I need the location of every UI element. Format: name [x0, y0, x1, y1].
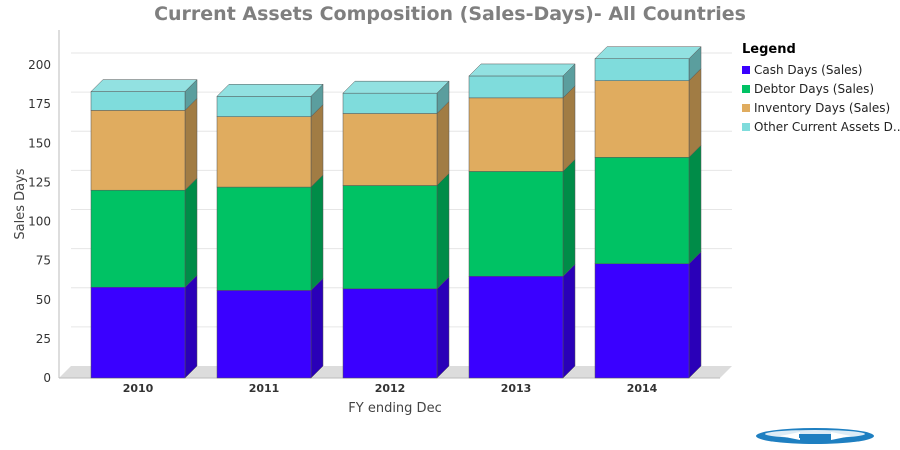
x-tick-label: 2014 — [627, 382, 658, 395]
bar-segment — [216, 116, 312, 188]
legend-swatch — [742, 103, 750, 112]
bar-top-face — [216, 84, 324, 97]
bar-top-face — [468, 63, 576, 77]
y-tick-label: 25 — [36, 332, 51, 346]
y-tick-label: 150 — [28, 136, 51, 150]
bar-side-face — [688, 144, 702, 265]
bar-top-face — [594, 46, 702, 59]
bar-segment — [594, 157, 690, 265]
legend-item[interactable]: Debtor Days (Sales) — [742, 79, 900, 98]
bar-segment — [90, 189, 186, 288]
x-axis-title: FY ending Dec — [348, 401, 441, 416]
legend-item[interactable]: Other Current Assets D... — [742, 117, 900, 136]
legend-swatch — [742, 65, 750, 74]
bar-side-face — [184, 97, 198, 191]
y-tick-label: 50 — [36, 293, 51, 307]
legend-item[interactable]: Cash Days (Sales) — [742, 60, 900, 79]
bar-side-face — [562, 263, 576, 379]
bar-segment — [342, 92, 438, 114]
bar-segment — [594, 80, 690, 158]
x-tick-label: 2013 — [501, 382, 532, 395]
bar-side-face — [310, 104, 324, 188]
bars-layer — [90, 46, 702, 379]
bar-segment — [90, 286, 186, 379]
y-tick-label: 125 — [28, 175, 51, 189]
y-tick-label: 200 — [28, 58, 51, 72]
bar-side-face — [310, 277, 324, 379]
y-tick-label: 0 — [43, 371, 51, 385]
y-tick-label: 175 — [28, 97, 51, 111]
legend-swatch — [742, 84, 750, 93]
bar-segment — [90, 91, 186, 111]
bar-segment — [468, 171, 564, 277]
y-axis-title: Sales Days — [13, 168, 28, 239]
bar-segment — [216, 96, 312, 117]
legend-label: Cash Days (Sales) — [754, 62, 863, 77]
bar-top-face — [342, 80, 450, 94]
bar-segment — [468, 276, 564, 379]
y-tick-label: 75 — [36, 254, 51, 268]
legend-swatch — [742, 122, 750, 131]
legend-items: Cash Days (Sales) Debtor Days (Sales) Inve… — [742, 60, 900, 136]
legend: Legend Cash Days (Sales) Debtor Days (Sal… — [742, 42, 900, 136]
legend-label: Other Current Assets D... — [754, 119, 900, 134]
chart-title: Current Assets Composition (Sales-Days)-… — [154, 3, 746, 25]
bar-segment — [216, 290, 312, 379]
bar-segment — [342, 288, 438, 379]
legend-title: Legend — [742, 42, 796, 57]
bar-segment — [342, 113, 438, 186]
bar-segment — [342, 185, 438, 290]
bar-segment — [90, 110, 186, 191]
bar-side-face — [310, 174, 324, 291]
x-tick-label: 2012 — [375, 382, 406, 395]
bar-side-face — [688, 68, 702, 158]
x-tick-label: 2011 — [249, 382, 280, 395]
bar-side-face — [436, 276, 450, 379]
brand-logo-icon — [756, 428, 874, 444]
labels-layer: 0 25 50 75 100 125 150 175 200 2010 2011 2012 2013 20… — [28, 58, 658, 395]
bar-segment — [594, 58, 690, 81]
bar-side-face — [436, 100, 450, 187]
bar-segment — [594, 263, 690, 379]
bar-segment — [216, 186, 312, 291]
y-tick-label: 100 — [28, 215, 51, 229]
bar-side-face — [184, 177, 198, 288]
x-tick-label: 2010 — [123, 382, 154, 395]
bar-side-face — [184, 274, 198, 379]
bar-side-face — [562, 85, 576, 173]
bar-top-face — [90, 79, 198, 92]
legend-label: Debtor Days (Sales) — [754, 81, 875, 96]
bar-side-face — [688, 251, 702, 379]
legend-label: Inventory Days (Sales) — [754, 100, 891, 115]
bar-side-face — [436, 172, 450, 290]
bar-segment — [468, 75, 564, 99]
legend-item[interactable]: Inventory Days (Sales) — [742, 98, 900, 117]
bar-side-face — [562, 158, 576, 277]
bar-segment — [468, 97, 564, 172]
